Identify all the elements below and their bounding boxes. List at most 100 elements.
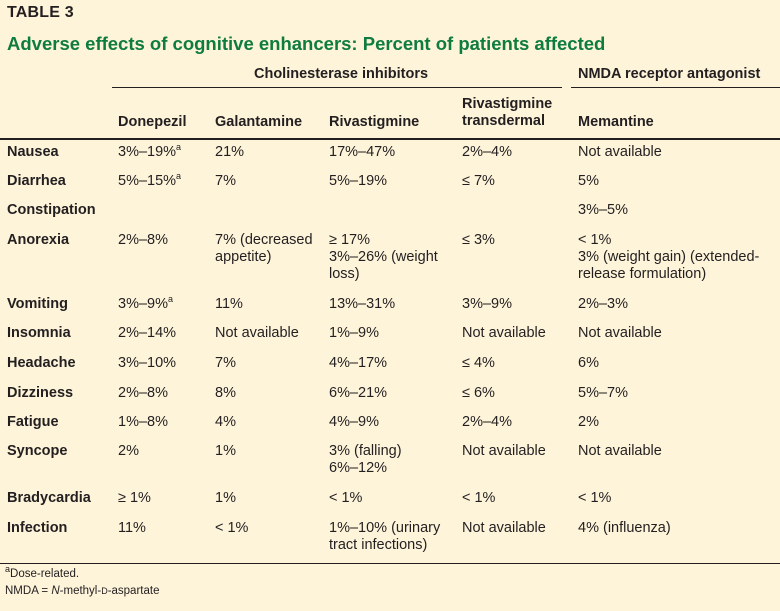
cell-rivastigmine: 6%–21% xyxy=(329,385,453,402)
cell-memantine: Not available xyxy=(578,325,773,342)
cell-text: 6%–12% xyxy=(329,460,388,476)
cell-rivastigmine: 17%–47% xyxy=(329,144,453,161)
footnote-dose: aDose-related. xyxy=(5,565,80,580)
cell-galantamine: 1% xyxy=(215,490,323,507)
cell-text: 1% xyxy=(215,443,236,459)
cell-text: 1%–10% (urinary tract infections) xyxy=(329,520,441,553)
column-header-galantamine: Galantamine xyxy=(215,114,303,130)
cell-text: ≥ 1% xyxy=(118,490,151,506)
cell-text: 3%–26% (weight loss) xyxy=(329,249,438,282)
footnote-nmda-n: N xyxy=(51,585,60,597)
group-header-row: Cholinesterase inhibitors NMDA receptor … xyxy=(0,66,780,88)
cell-transdermal: ≤ 7% xyxy=(462,173,570,190)
cell-memantine: Not available xyxy=(578,144,773,161)
cell-galantamine: < 1% xyxy=(215,520,323,537)
cell-text: 3% (weight gain) (extended-release formu… xyxy=(578,249,760,282)
cell-memantine: 3%–5% xyxy=(578,202,773,219)
cell-transdermal: Not available xyxy=(462,520,570,537)
cell-donepezil: 2% xyxy=(118,443,210,460)
cell-memantine: 5%–7% xyxy=(578,385,773,402)
cell-text: 7% (decreased appetite) xyxy=(215,232,313,265)
cell-text: 4%–17% xyxy=(329,355,388,371)
footnote-marker: a xyxy=(167,294,173,305)
cell-text: 5% xyxy=(578,173,599,189)
cell-text: Not available xyxy=(462,325,546,341)
cell-rivastigmine: 4%–17% xyxy=(329,355,453,372)
cell-text: < 1% xyxy=(578,490,612,506)
cell-text: 3%–19%a xyxy=(118,142,182,160)
cell-rivastigmine: 3% (falling) 6%–12% xyxy=(329,443,453,477)
row-label: Anorexia xyxy=(7,232,70,248)
cell-donepezil: 2%–8% xyxy=(118,385,210,402)
cell-text: 3%–9% xyxy=(462,296,512,312)
cell-text: < 1% xyxy=(329,490,363,506)
cell-galantamine: 11% xyxy=(215,296,323,313)
cell-memantine: 4% (influenza) xyxy=(578,520,773,537)
cell-text: 1% xyxy=(215,490,236,506)
cell-text: Not available xyxy=(578,325,662,341)
footnote-dose-mark: a xyxy=(5,564,11,575)
cell-text: 3%–10% xyxy=(118,355,177,371)
cell-text: 3%–9%a xyxy=(118,294,173,312)
group-header-nmda: NMDA receptor antagonist xyxy=(578,66,761,82)
cell-text: 21% xyxy=(215,144,245,160)
cell-rivastigmine: ≥ 17% 3%–26% (weight loss) xyxy=(329,232,453,283)
cell-text: 5%–15%a xyxy=(118,171,182,189)
cell-text: 8% xyxy=(215,385,236,401)
cell-text: 4% (influenza) xyxy=(578,520,671,536)
cell-memantine: < 1% xyxy=(578,490,773,507)
footnote-nmda-d: D xyxy=(101,586,108,596)
cell-transdermal: ≤ 4% xyxy=(462,355,570,372)
cell-text: 17%–47% xyxy=(329,144,396,160)
cell-transdermal: Not available xyxy=(462,443,570,460)
cell-text: 2%–8% xyxy=(118,232,168,248)
row-label: Insomnia xyxy=(7,325,71,341)
cell-text: 5%–19% xyxy=(329,173,388,189)
cell-text: Not available xyxy=(215,325,299,341)
cell-transdermal: ≤ 3% xyxy=(462,232,570,249)
row-label: Infection xyxy=(7,520,68,536)
cell-donepezil: 3%–19%a xyxy=(118,142,210,161)
row-label: Nausea xyxy=(7,144,59,160)
cell-text: 2%–14% xyxy=(118,325,177,341)
header-rule xyxy=(0,138,780,140)
cell-text: ≤ 7% xyxy=(462,173,495,189)
cell-text: 6% xyxy=(578,355,599,371)
cell-text: 5%–7% xyxy=(578,385,628,401)
cell-text: < 1% xyxy=(578,232,612,248)
cell-donepezil: 3%–9%a xyxy=(118,294,210,313)
cell-text: Not available xyxy=(462,443,546,459)
cell-rivastigmine: 1%–9% xyxy=(329,325,453,342)
cell-galantamine: 7% xyxy=(215,355,323,372)
cell-transdermal: Not available xyxy=(462,325,570,342)
cell-text: < 1% xyxy=(215,520,249,536)
cell-text: 2%–4% xyxy=(462,144,512,160)
footnote-marker: a xyxy=(176,171,182,182)
column-header-rivastigmine-transdermal: Rivastigmine transdermal xyxy=(462,96,552,130)
cell-rivastigmine: < 1% xyxy=(329,490,453,507)
footnote-nmda: NMDA = N-methyl-D-aspartate xyxy=(5,585,159,597)
row-label: Vomiting xyxy=(7,296,68,312)
row-label: Fatigue xyxy=(7,414,59,430)
cell-text: ≤ 6% xyxy=(462,385,495,401)
cell-donepezil: 11% xyxy=(118,520,210,537)
footer-rule xyxy=(0,563,780,564)
cell-donepezil: ≥ 1% xyxy=(118,490,210,507)
cell-transdermal: < 1% xyxy=(462,490,570,507)
cell-memantine: Not available xyxy=(578,443,773,460)
footnote-marker: a xyxy=(176,142,182,153)
row-label: Dizziness xyxy=(7,385,74,401)
cell-text: 2%–8% xyxy=(118,385,168,401)
footnote-nmda-mid: -methyl- xyxy=(59,585,102,597)
cell-transdermal: ≤ 6% xyxy=(462,385,570,402)
cell-text: ≥ 17% xyxy=(329,232,371,248)
cell-text: 2%–3% xyxy=(578,296,628,312)
cell-text: 7% xyxy=(215,173,236,189)
footnote-nmda-prefix: NMDA = xyxy=(5,585,52,597)
footnote-dose-text: Dose-related. xyxy=(10,568,80,580)
column-header-donepezil: Donepezil xyxy=(118,114,187,130)
cell-rivastigmine: 4%–9% xyxy=(329,414,453,431)
table-label: TABLE 3 xyxy=(7,4,74,21)
row-label: Bradycardia xyxy=(7,490,91,506)
cell-galantamine: 21% xyxy=(215,144,323,161)
